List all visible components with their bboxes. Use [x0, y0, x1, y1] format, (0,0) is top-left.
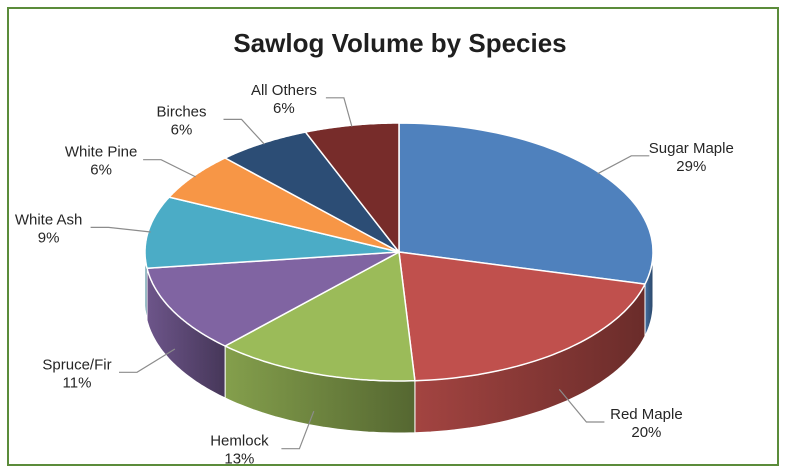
leader-line-all-others	[325, 97, 353, 127]
label-name-sugar-maple: Sugar Maple	[649, 140, 734, 157]
label-name-white-pine: White Pine	[65, 144, 138, 161]
leader-line-white-ash	[90, 226, 151, 233]
label-name-spruce-fir: Spruce/Fir	[42, 356, 111, 373]
chart-title: Sawlog Volume by Species	[233, 28, 566, 58]
label-value-birches: 6%	[171, 121, 193, 138]
label-name-hemlock: Hemlock	[210, 433, 269, 450]
label-value-white-ash: 9%	[38, 229, 60, 246]
label-name-white-ash: White Ash	[15, 211, 83, 228]
label-value-hemlock: 13%	[224, 451, 254, 464]
label-name-birches: Birches	[156, 103, 206, 120]
label-value-sugar-maple: 29%	[676, 158, 706, 175]
leader-line-white-pine	[143, 159, 196, 178]
label-value-spruce-fir: 11%	[63, 374, 92, 391]
label-value-red-maple: 20%	[631, 424, 661, 441]
label-name-red-maple: Red Maple	[610, 406, 683, 423]
label-value-white-pine: 6%	[90, 162, 112, 179]
chart-frame: Sawlog Volume by Species Sugar Maple 29% R…	[7, 7, 779, 466]
label-name-all-others: All Others	[251, 82, 317, 99]
leader-line-hemlock	[281, 410, 315, 450]
leader-line-sugar-maple	[597, 155, 650, 175]
label-value-all-others: 6%	[273, 100, 295, 117]
pie-slices	[144, 122, 654, 382]
leader-line-spruce-fir	[119, 348, 176, 373]
slice-red-maple	[398, 251, 646, 382]
leader-line-birches	[223, 118, 265, 145]
leader-line-red-maple	[558, 389, 605, 423]
slice-hemlock	[224, 251, 416, 382]
slice-spruce-fir	[146, 251, 400, 347]
